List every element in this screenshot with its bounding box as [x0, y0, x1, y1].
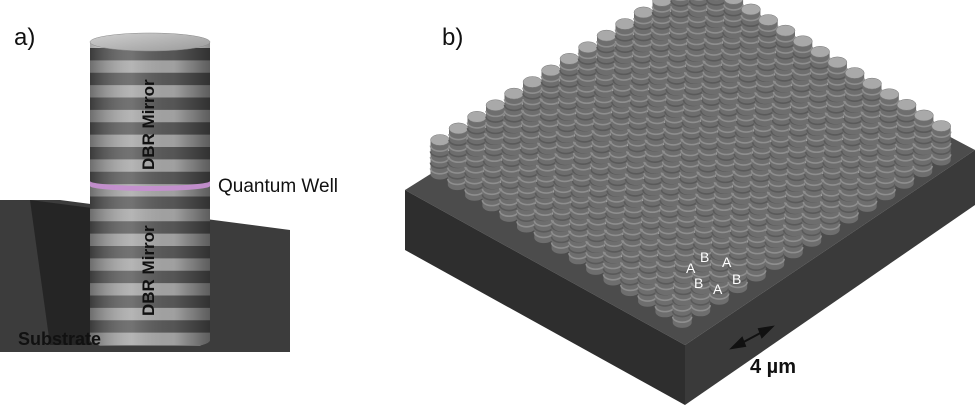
pillar-shading: [90, 42, 210, 345]
substrate-label: Substrate: [18, 329, 101, 349]
micropillar: [879, 88, 900, 134]
base-slab-right-side: [685, 150, 975, 405]
micropillar: [792, 35, 814, 81]
panel-a-label: a): [14, 24, 36, 51]
lattice-site-label: A: [713, 281, 723, 297]
lattice-site-label: A: [722, 254, 732, 270]
pillar-shadow: [30, 200, 92, 345]
micropillar-lattice: [429, 0, 952, 328]
micropillar: [633, 6, 654, 52]
dbr-mirror-top-label: DBR Mirror: [139, 79, 158, 170]
micropillar: [503, 87, 525, 134]
micropillar: [757, 14, 779, 60]
micropillar: [913, 109, 935, 155]
quantum-well-label: Quantum Well: [218, 176, 338, 197]
micropillar: [723, 0, 744, 39]
panel-b-label: b): [442, 24, 464, 51]
micropillar: [861, 77, 883, 124]
scale-bar-arrow: [729, 325, 775, 350]
lattice-site-label: B: [694, 275, 703, 291]
base-slab-left-side: [405, 190, 685, 405]
micropillar: [844, 67, 865, 113]
pillar-top-cap: [89, 32, 211, 52]
quantum-well-layer: [90, 181, 210, 191]
micropillar: [577, 41, 599, 87]
micropillar: [429, 134, 451, 180]
micropillar: [809, 46, 831, 92]
panel-b-diagram: A B A B A B 4 µm: [405, 0, 975, 405]
lattice-site-label: B: [732, 271, 741, 287]
lattice-site-label: A: [686, 260, 696, 276]
micropillar: [448, 122, 469, 168]
scale-bar-label: 4 µm: [750, 356, 796, 378]
lattice-site-label: B: [700, 249, 709, 265]
dbr-mirror-bottom-label: DBR Mirror: [139, 225, 158, 316]
micropillar: [930, 120, 952, 166]
panel-a-diagram: DBR Mirror DBR Mirror Quantum Well Subst…: [0, 32, 338, 352]
